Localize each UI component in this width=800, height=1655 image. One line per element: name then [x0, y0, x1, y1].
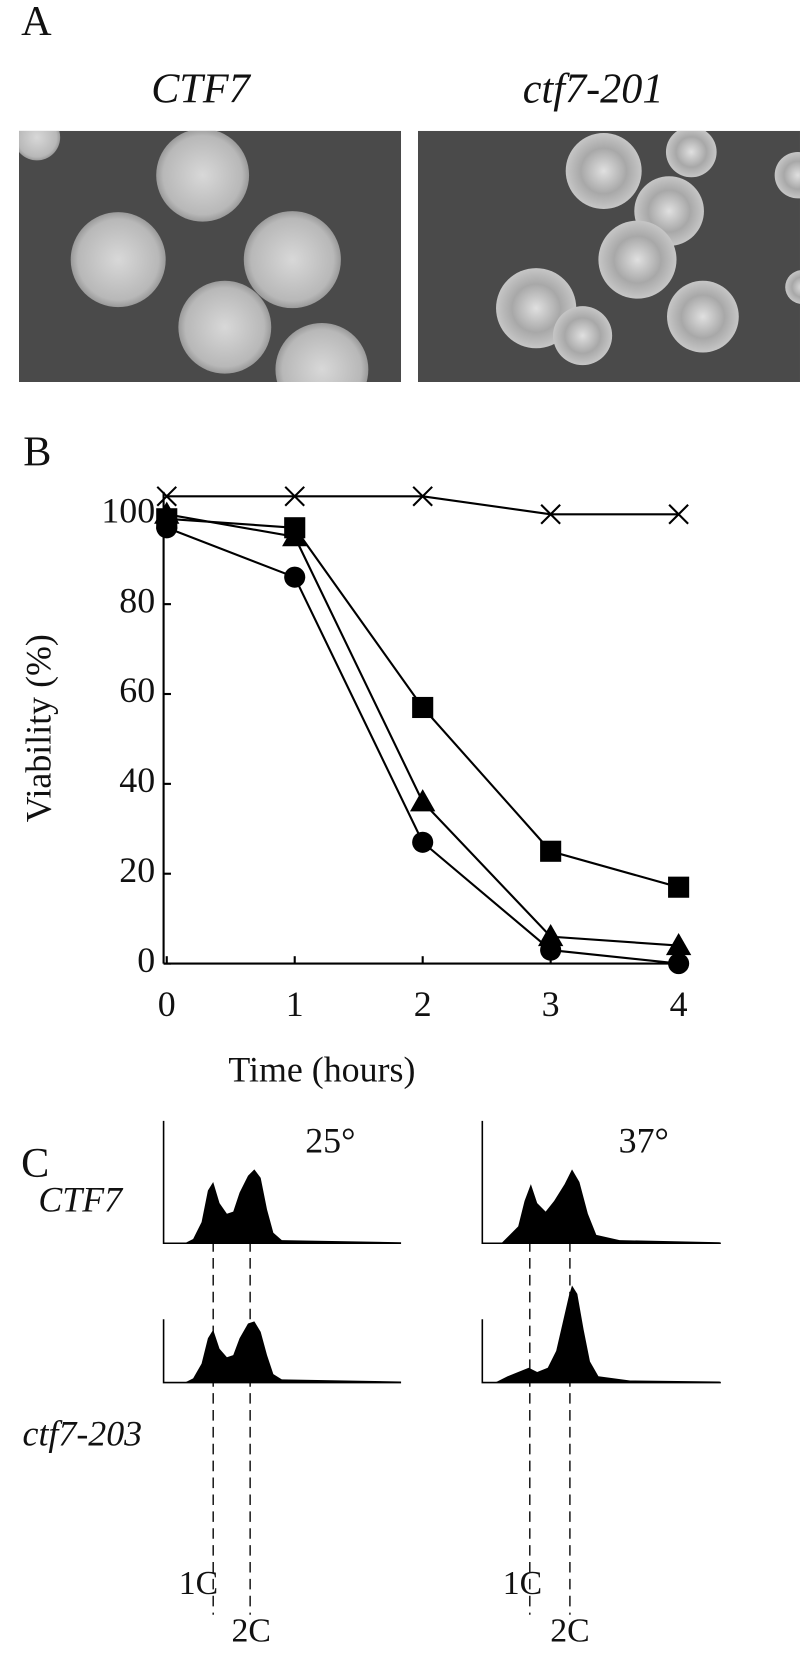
- colony-photo: [18, 130, 402, 383]
- series-line: [166, 513, 679, 947]
- y-tick-label: 100: [101, 491, 155, 531]
- marker: [282, 524, 308, 547]
- x-tick-label: 0: [158, 984, 176, 1024]
- marker: [412, 486, 433, 507]
- y-axis-title: Viability (%): [18, 634, 58, 822]
- marker: [284, 486, 305, 507]
- panel-label: A: [21, 0, 52, 45]
- marker: [154, 501, 180, 524]
- figure-content: A CTF7 ctf7-201 B Time (hours) Viability…: [18, 0, 800, 1650]
- marker: [412, 831, 434, 853]
- caption: ctf7-201: [523, 66, 664, 113]
- marker: [156, 486, 177, 507]
- x-tick-label: 4: [670, 984, 688, 1024]
- marker: [668, 953, 690, 975]
- peak-guides: [212, 1224, 571, 1615]
- marker: [540, 504, 561, 525]
- series-line: [166, 526, 679, 965]
- colony-photo: [417, 130, 800, 383]
- marker: [410, 789, 436, 812]
- histograms: [184, 1169, 720, 1383]
- marker: [156, 517, 178, 539]
- temperature-label: 25°: [305, 1120, 355, 1160]
- peak-label: 2C: [550, 1613, 589, 1650]
- marker: [412, 696, 434, 719]
- marker: [284, 566, 306, 588]
- series-line: [166, 495, 679, 516]
- peak-label: 1C: [503, 1565, 542, 1602]
- marker: [665, 932, 692, 956]
- marker: [540, 840, 562, 862]
- marker: [668, 504, 689, 525]
- viability-chart: B Time (hours) Viability (%) 02040608010…: [18, 429, 692, 1090]
- peak-label: 1C: [179, 1565, 218, 1602]
- y-tick-label: 80: [119, 580, 155, 620]
- peak-label: 2C: [231, 1613, 270, 1650]
- x-axis-title: Time (hours): [228, 1050, 415, 1090]
- caption: CTF7: [151, 66, 251, 113]
- marker: [537, 923, 564, 947]
- strain-label: ctf7-203: [23, 1414, 143, 1454]
- x-tick-label: 1: [286, 984, 304, 1024]
- y-tick-label: 40: [119, 760, 155, 800]
- y-tick-label: 0: [137, 940, 155, 980]
- temperature-label: 37°: [619, 1120, 669, 1160]
- strain-label: CTF7: [38, 1179, 124, 1219]
- flow-cytometry: C 25° 37° CTF7 ctf7-203 1C 2C 1C 2C: [21, 1120, 721, 1650]
- panel-label: B: [23, 429, 51, 476]
- panel-label: C: [21, 1140, 49, 1187]
- x-tick-label: 3: [542, 984, 560, 1024]
- marker: [668, 876, 690, 898]
- x-tick-label: 2: [414, 984, 432, 1024]
- y-tick-label: 20: [119, 850, 155, 890]
- marker: [540, 939, 562, 961]
- y-tick-label: 60: [119, 670, 155, 710]
